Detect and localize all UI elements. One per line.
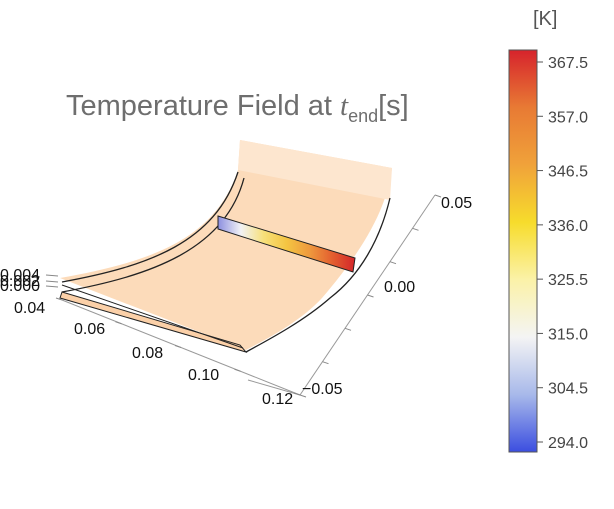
colorbar-tick-label: 294.0 [548,435,588,452]
axis-tick-mark [45,280,59,283]
axis-tick-mark [322,361,329,365]
surface-inner-edge [61,177,245,293]
title-suffix: [s] [378,90,409,122]
axis-tick-mark [344,327,352,331]
axis-front-tick-label: 0.04 [14,300,45,317]
axis-front-tick-label: 0.12 [262,391,293,408]
surface-outer-edge [61,171,239,283]
axis-tick-mark [389,261,397,265]
axis-right-tick-label: 0.05 [441,195,472,212]
colorbar-tick-label: 367.5 [548,55,588,72]
colorbar-tick-label: 325.5 [548,272,588,289]
axis-right-tick-label: 0.00 [384,279,415,296]
axis-tick-mark [174,345,182,348]
surface-right-edge [245,197,391,353]
axis-tick-mark [412,227,419,231]
chart-title: Temperature Field at tend[s] [66,90,409,127]
title-subscript: end [348,105,379,126]
colorbar-tick-label: 346.5 [548,164,588,181]
axis-left-tick-label: 0.000 [0,278,40,295]
axis-front-tick-label: 0.08 [132,345,163,362]
colorbar-tick-label: 315.0 [548,326,588,343]
temperature-slice [217,215,356,273]
surface-front-face [59,291,248,353]
axis-tick-mark [45,285,59,288]
axis-front-tick-label: 0.10 [188,367,219,384]
surface-back [238,140,392,200]
surface-top [60,140,392,350]
axis-tick-mark [115,321,122,325]
colorbar-tick-label: 336.0 [548,218,588,235]
axis-right-ext [247,379,301,396]
title-variable: t [340,90,349,122]
axis-right-tick-label: −0.05 [302,381,343,398]
axis-left-tick-label: 0.004 [0,267,40,284]
axis-tick-mark [367,294,374,298]
axis-tick-mark [234,368,241,372]
surface-front-edge [61,284,244,349]
axis-tick-mark [434,194,442,198]
colorbar-gradient [508,49,538,453]
title-prefix: Temperature Field at [66,90,341,122]
axis-front-tick-label: 0.06 [74,321,105,338]
colorbar-unit: [K] [533,8,558,30]
colorbar-tick-label: 357.0 [548,109,588,126]
axis-tick-mark [45,274,59,277]
axis-tick-mark [299,394,307,398]
axis-left-tick-label: 0.002 [0,273,40,290]
axis-tick-mark [293,392,301,396]
colorbar-tick-label: 304.5 [548,381,588,398]
axis-tick-mark [55,297,63,301]
